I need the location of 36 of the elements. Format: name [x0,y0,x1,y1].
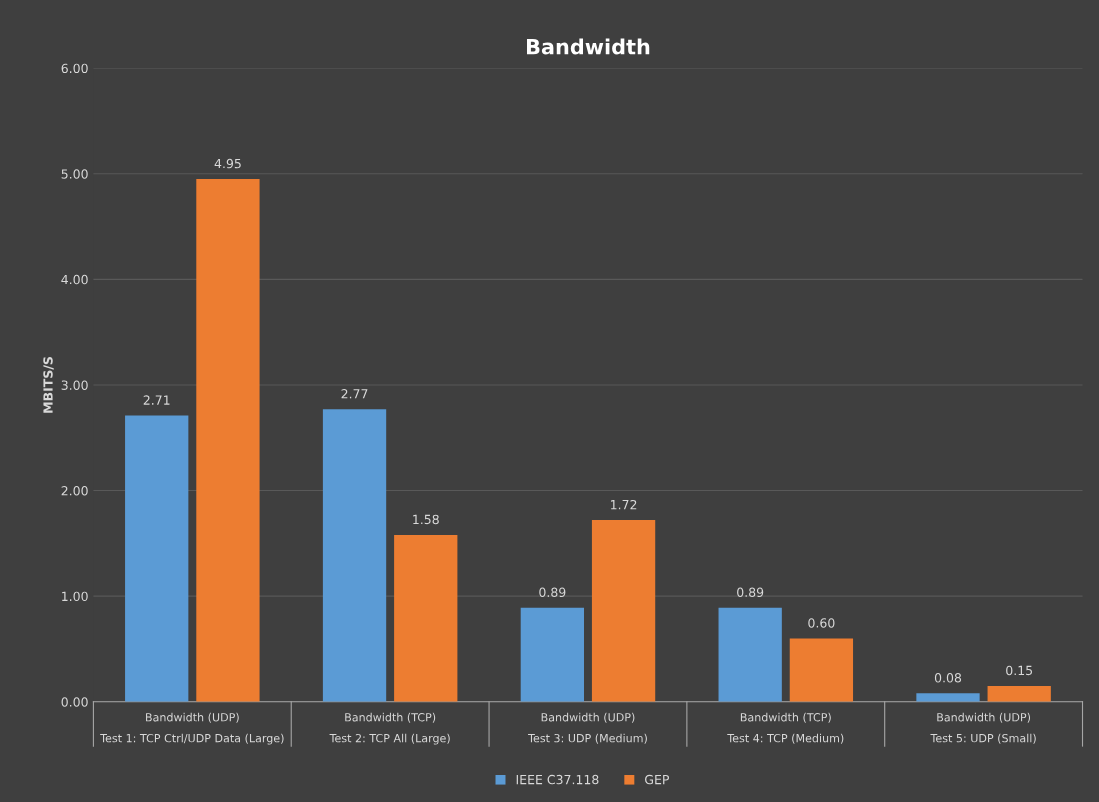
x-tick-label: Bandwidth (UDP) Test 3: UDP (Medium) [528,712,647,744]
data-label: 2.77 [341,389,368,399]
data-label: 0.15 [1006,665,1033,676]
data-label: 1.72 [611,499,637,510]
bar [394,534,458,702]
y-tick-label: 3.00 [61,380,88,390]
y-tick-label: 4.00 [61,274,88,285]
y-tick-label: 0.00 [61,697,88,707]
x-tick-label: Bandwidth (UDP) Test 1: TCP Ctrl/UDP Data (Large) [100,712,284,745]
y-tick-label: 5.00 [61,169,88,179]
bar [520,607,585,702]
bar [591,520,656,702]
data-label: 2.71 [143,395,170,405]
data-label: 0.08 [934,673,962,683]
bar [125,415,189,702]
bar [987,685,1051,702]
x-tick-label: Bandwidth (TCP) Test 2: TCP All (Large) [329,712,450,745]
legend-label: IEEE C37.118 [516,774,599,785]
y-axis-title: MBITS/S [43,357,54,413]
y-tick-label: 1.00 [62,591,88,602]
bar [322,409,387,702]
chart-title: Bandwidth [526,38,650,55]
x-tick-label: Bandwidth (TCP) Test 4: TCP (Medium) [727,712,844,744]
legend-label: GEP [645,774,670,785]
data-label: 1.58 [413,514,439,525]
data-label: 0.89 [737,587,764,598]
x-tick-label: Bandwidth (UDP) Test 5: UDP (Small) [930,712,1036,744]
bar [789,638,854,702]
y-tick-label: 6.00 [61,63,88,74]
bar [916,693,980,702]
bar [196,179,260,702]
data-label: 0.60 [808,618,835,628]
data-label: 4.95 [214,158,241,169]
y-tick-label: 2.00 [61,486,88,496]
bar [718,607,782,702]
data-label: 0.89 [539,587,566,598]
